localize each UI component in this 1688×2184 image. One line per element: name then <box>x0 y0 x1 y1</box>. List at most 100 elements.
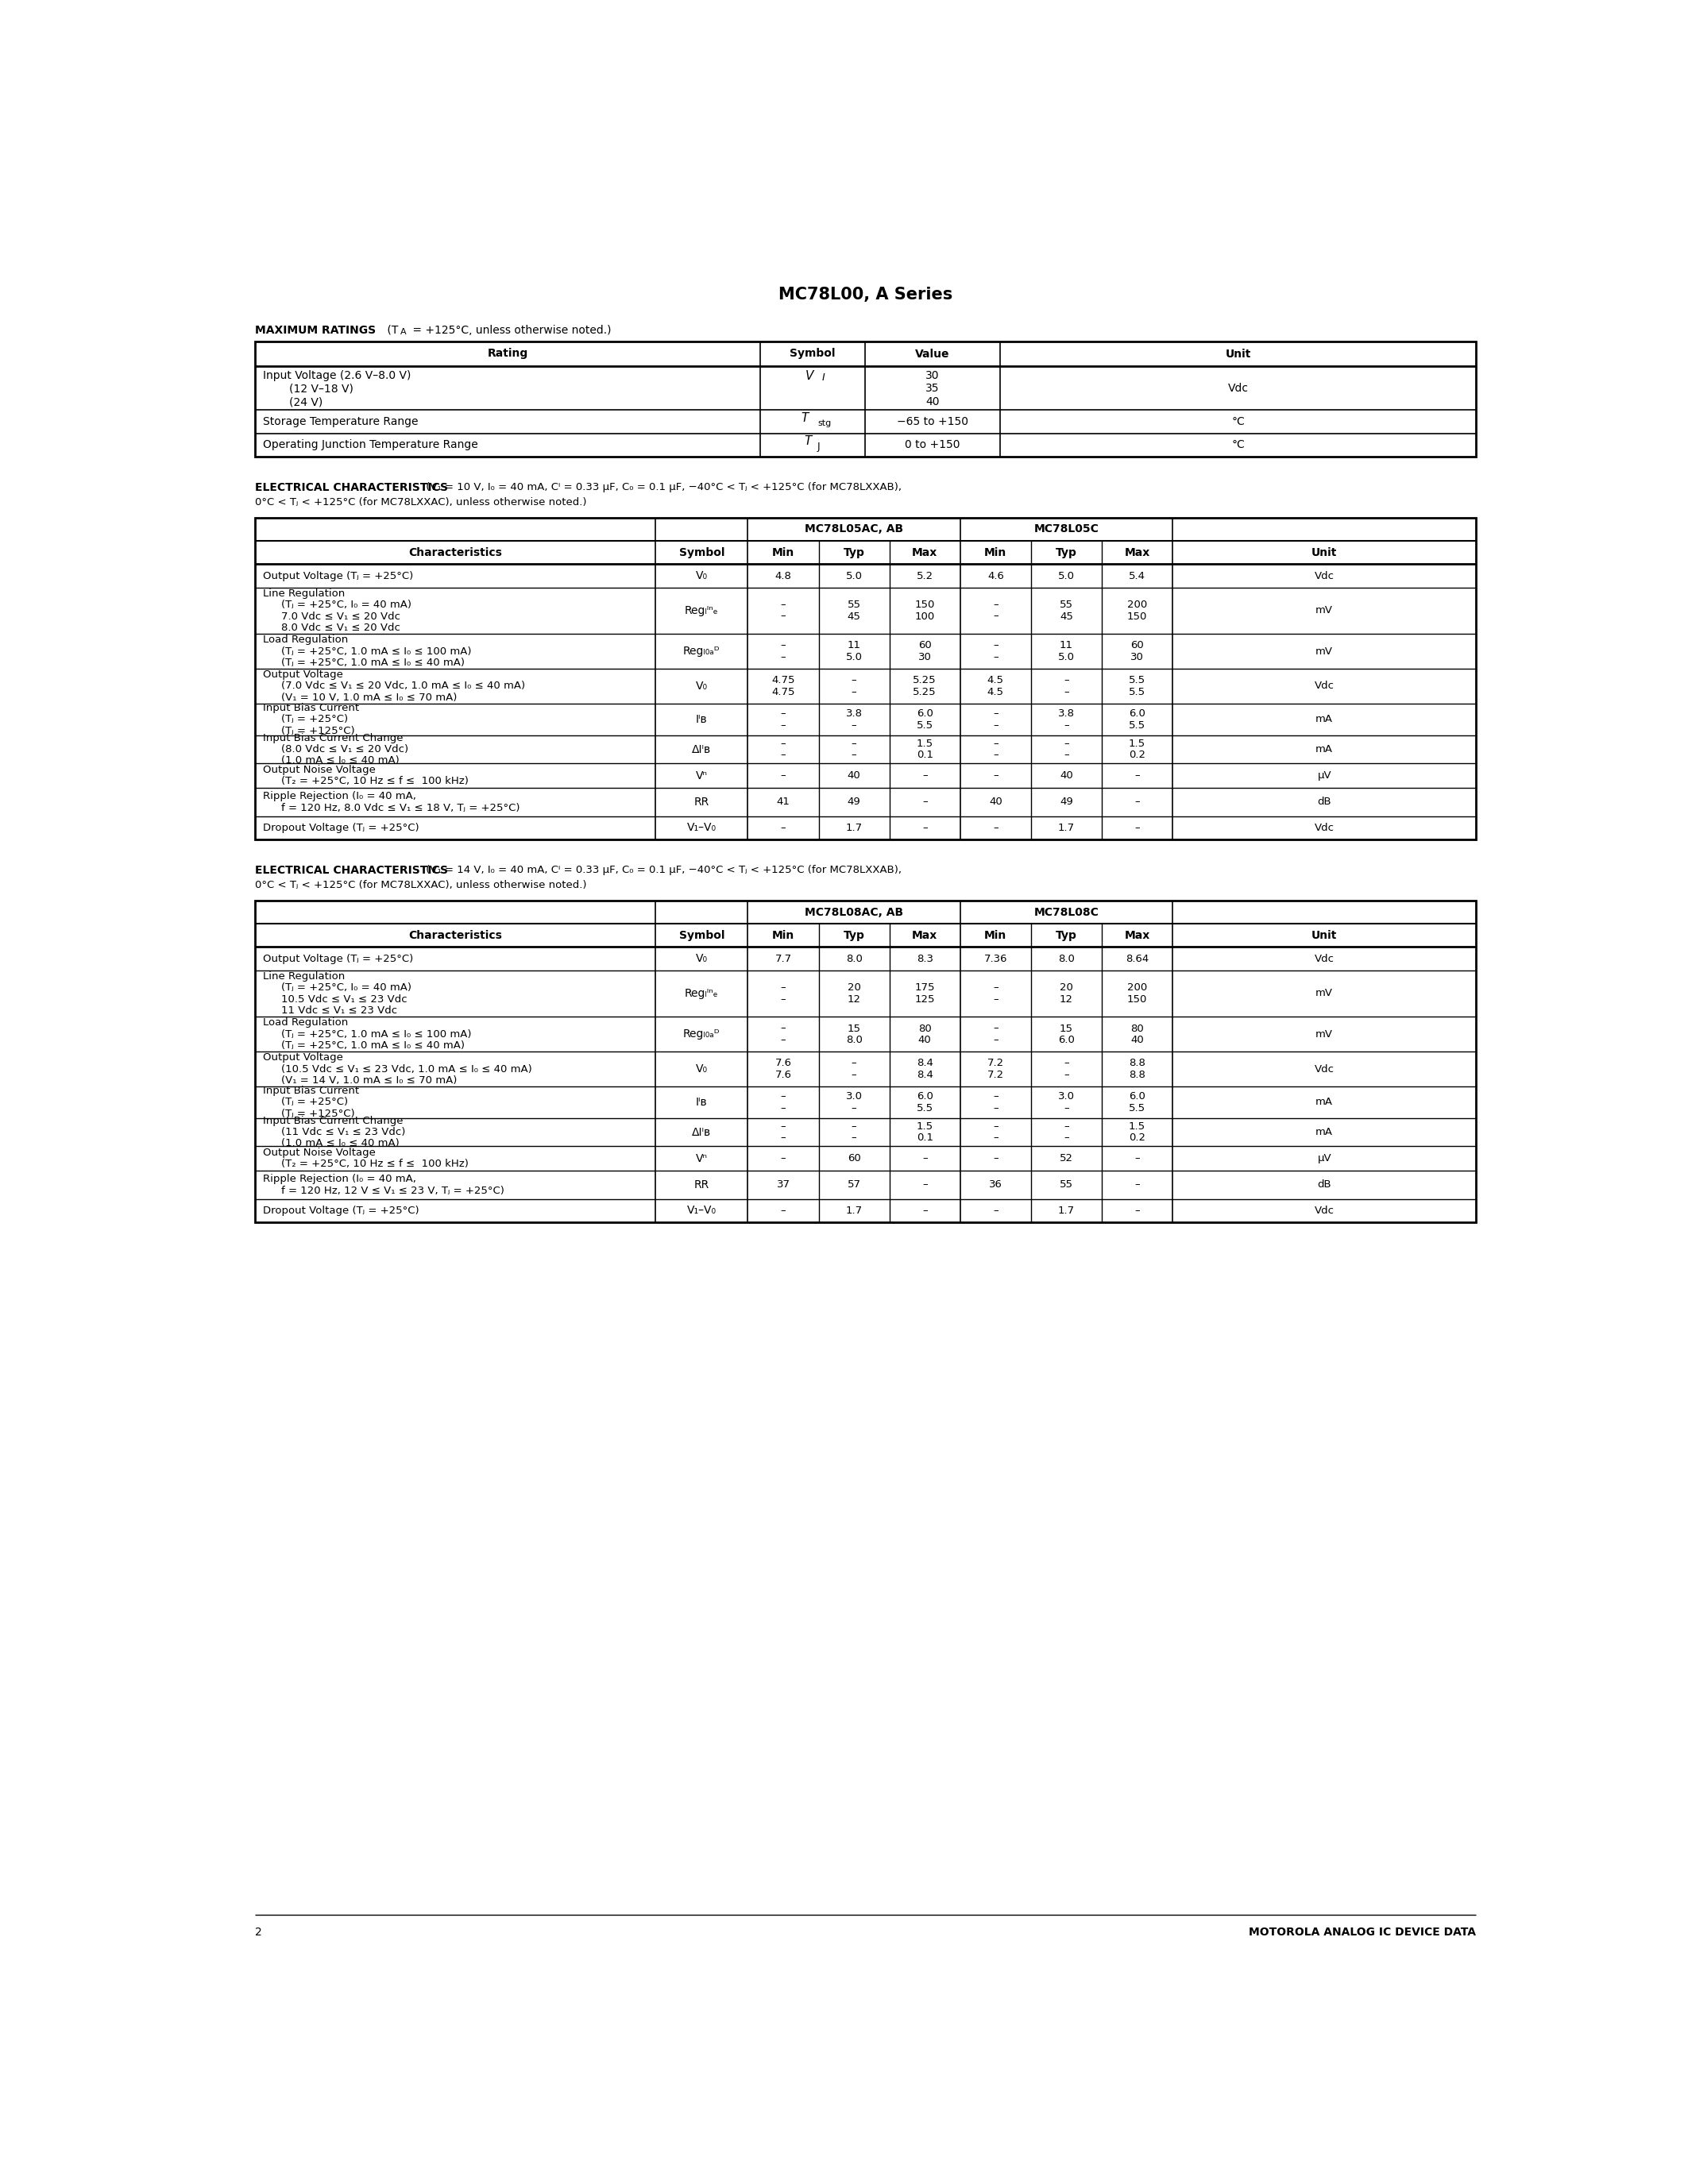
Text: 45: 45 <box>1060 612 1074 622</box>
Text: –: – <box>922 1153 927 1164</box>
Text: 55: 55 <box>847 601 861 609</box>
Text: –: – <box>1063 1059 1069 1068</box>
Text: –: – <box>993 1092 998 1101</box>
Text: ΔIᴵв: ΔIᴵв <box>692 1127 711 1138</box>
Text: 40: 40 <box>847 771 861 782</box>
Text: 1.7: 1.7 <box>846 1206 863 1216</box>
Text: –: – <box>1063 1103 1069 1114</box>
Text: 5.0: 5.0 <box>1058 651 1075 662</box>
Text: –: – <box>780 708 787 719</box>
Text: 1.7: 1.7 <box>846 823 863 832</box>
Text: J: J <box>817 441 820 452</box>
Text: 175: 175 <box>915 983 935 994</box>
Text: 8.8: 8.8 <box>1129 1070 1146 1079</box>
Text: –: – <box>851 1103 856 1114</box>
Text: (10.5 Vdc ≤ V₁ ≤ 23 Vdc, 1.0 mA ≤ I₀ ≤ 40 mA): (10.5 Vdc ≤ V₁ ≤ 23 Vdc, 1.0 mA ≤ I₀ ≤ 4… <box>282 1064 532 1075</box>
Text: Regₗᴵⁿₑ: Regₗᴵⁿₑ <box>685 987 719 998</box>
Bar <box>255 900 1475 1223</box>
Text: –: – <box>780 1133 787 1142</box>
Text: Unit: Unit <box>1312 930 1337 941</box>
Text: Ripple Rejection (I₀ = 40 mA,: Ripple Rejection (I₀ = 40 mA, <box>263 791 415 802</box>
Text: 11: 11 <box>847 640 861 651</box>
Text: Symbol: Symbol <box>790 347 836 360</box>
Text: 1.5: 1.5 <box>1129 738 1146 749</box>
Text: Min: Min <box>984 930 1006 941</box>
Text: mV: mV <box>1315 1029 1334 1040</box>
Text: –: – <box>922 1179 927 1190</box>
Text: 60: 60 <box>918 640 932 651</box>
Text: Max: Max <box>912 546 937 559</box>
Text: –: – <box>1063 1120 1069 1131</box>
Text: –: – <box>993 1133 998 1142</box>
Text: Min: Min <box>771 930 795 941</box>
Text: Input Bias Current Change: Input Bias Current Change <box>263 1116 403 1127</box>
Text: 6.0: 6.0 <box>1129 708 1146 719</box>
Text: –: – <box>993 1035 998 1044</box>
Text: –: – <box>851 1070 856 1079</box>
Text: 1.5: 1.5 <box>917 738 933 749</box>
Text: T: T <box>802 413 809 424</box>
Text: 11 Vdc ≤ V₁ ≤ 23 Vdc: 11 Vdc ≤ V₁ ≤ 23 Vdc <box>282 1005 397 1016</box>
Text: 8.4: 8.4 <box>917 1070 933 1079</box>
Bar <box>255 518 1475 839</box>
Text: °C: °C <box>1232 417 1244 428</box>
Text: –: – <box>993 708 998 719</box>
Text: –: – <box>851 1059 856 1068</box>
Text: Min: Min <box>984 546 1006 559</box>
Text: Rating: Rating <box>488 347 528 360</box>
Text: μV: μV <box>1317 1153 1332 1164</box>
Text: 0°C < Tⱼ < +125°C (for MC78LXXAC), unless otherwise noted.): 0°C < Tⱼ < +125°C (for MC78LXXAC), unles… <box>255 498 587 507</box>
Text: Storage Temperature Range: Storage Temperature Range <box>263 417 419 428</box>
Text: Input Voltage (2.6 V–8.0 V): Input Voltage (2.6 V–8.0 V) <box>263 369 410 380</box>
Text: –: – <box>993 721 998 729</box>
Text: Regₗ₀ₐᴰ: Regₗ₀ₐᴰ <box>684 1029 721 1040</box>
Text: Line Regulation: Line Regulation <box>263 972 344 981</box>
Text: 7.6: 7.6 <box>775 1059 792 1068</box>
Text: Vdc: Vdc <box>1315 681 1334 692</box>
Text: 40: 40 <box>1131 1035 1144 1044</box>
Text: MAXIMUM RATINGS: MAXIMUM RATINGS <box>255 325 376 336</box>
Text: MC78L05AC, AB: MC78L05AC, AB <box>805 524 903 535</box>
Text: 0.1: 0.1 <box>917 749 933 760</box>
Text: 41: 41 <box>776 797 790 808</box>
Text: –: – <box>993 983 998 994</box>
Text: –: – <box>851 749 856 760</box>
Text: 60: 60 <box>1131 640 1144 651</box>
Text: μV: μV <box>1317 771 1332 782</box>
Text: –: – <box>780 1206 787 1216</box>
Text: (Tⱼ = +25°C, 1.0 mA ≤ I₀ ≤ 100 mA): (Tⱼ = +25°C, 1.0 mA ≤ I₀ ≤ 100 mA) <box>282 646 471 657</box>
Text: 5.0: 5.0 <box>846 651 863 662</box>
Text: Vⁿ: Vⁿ <box>695 771 707 782</box>
Text: 80: 80 <box>918 1024 932 1033</box>
Text: –: – <box>780 721 787 729</box>
Text: Value: Value <box>915 347 950 360</box>
Text: 8.0: 8.0 <box>846 954 863 963</box>
Text: –: – <box>780 1153 787 1164</box>
Text: 5.0: 5.0 <box>1058 570 1075 581</box>
Text: mA: mA <box>1315 1096 1334 1107</box>
Text: (V₁ = 14 V, I₀ = 40 mA, Cⁱ = 0.33 μF, C₀ = 0.1 μF, −40°C < Tⱼ < +125°C (for MC78: (V₁ = 14 V, I₀ = 40 mA, Cⁱ = 0.33 μF, C₀… <box>422 865 901 876</box>
Text: 150: 150 <box>1128 612 1148 622</box>
Text: 5.5: 5.5 <box>917 721 933 729</box>
Text: Vdc: Vdc <box>1315 1064 1334 1075</box>
Text: –: – <box>780 1035 787 1044</box>
Text: (Tⱼ = +25°C, 1.0 mA ≤ I₀ ≤ 40 mA): (Tⱼ = +25°C, 1.0 mA ≤ I₀ ≤ 40 mA) <box>282 657 464 668</box>
Text: Max: Max <box>912 930 937 941</box>
Text: Vdc: Vdc <box>1315 823 1334 832</box>
Text: V₀: V₀ <box>695 952 707 963</box>
Text: 40: 40 <box>925 397 940 408</box>
Text: (8.0 Vdc ≤ V₁ ≤ 20 Vdc): (8.0 Vdc ≤ V₁ ≤ 20 Vdc) <box>282 745 408 756</box>
Text: T: T <box>803 435 812 448</box>
Text: Regₗ₀ₐᴰ: Regₗ₀ₐᴰ <box>684 646 721 657</box>
Text: 40: 40 <box>989 797 1003 808</box>
Text: 125: 125 <box>915 994 935 1005</box>
Text: –: – <box>922 771 927 782</box>
Text: 1.7: 1.7 <box>1058 1206 1075 1216</box>
Text: –: – <box>1063 738 1069 749</box>
Text: –: – <box>922 823 927 832</box>
Text: 5.25: 5.25 <box>913 686 937 697</box>
Text: 8.3: 8.3 <box>917 954 933 963</box>
Bar <box>255 341 1475 456</box>
Text: Line Regulation: Line Regulation <box>263 587 344 598</box>
Text: –: – <box>1134 823 1139 832</box>
